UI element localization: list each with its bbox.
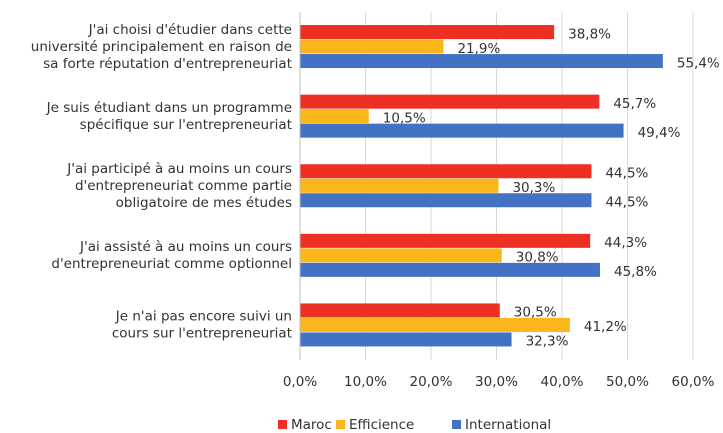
- category-label: d'entrepreneuriat comme optionnel: [51, 256, 292, 272]
- legend-swatch: [336, 420, 345, 429]
- x-tick-label: 50,0%: [606, 374, 649, 390]
- value-label: 55,4%: [677, 55, 720, 71]
- value-label: 30,3%: [512, 180, 555, 196]
- bar: [300, 164, 592, 179]
- category-label: obligatoire de mes études: [116, 195, 292, 211]
- x-tick-label: 0,0%: [283, 374, 317, 390]
- value-label: 49,4%: [638, 125, 681, 141]
- x-tick-label: 20,0%: [410, 374, 453, 390]
- bar: [300, 303, 500, 318]
- bar: [300, 54, 663, 69]
- value-label: 44,5%: [605, 166, 648, 182]
- bar: [300, 94, 600, 109]
- category-label: J'ai choisi d'étudier dans cette: [88, 22, 292, 38]
- value-label: 45,8%: [614, 264, 657, 280]
- legend-swatch: [452, 420, 461, 429]
- bar: [300, 248, 502, 263]
- value-label: 30,8%: [516, 250, 559, 266]
- value-label: 21,9%: [457, 41, 500, 57]
- bar: [300, 193, 592, 208]
- category-label: Je n'ai pas encore suivi un: [115, 309, 292, 325]
- category-label: université principalement en raison de: [31, 39, 292, 55]
- bar: [300, 317, 570, 332]
- value-label: 44,3%: [604, 235, 647, 251]
- bar: [300, 39, 444, 54]
- value-label: 32,3%: [526, 334, 569, 350]
- value-label: 45,7%: [613, 96, 656, 112]
- category-label: spécifique sur l'entrepreneuriat: [80, 117, 292, 133]
- category-label: J'ai assisté à au moins un cours: [79, 239, 292, 255]
- bar: [300, 233, 591, 248]
- bar: [300, 25, 555, 40]
- bar: [300, 123, 624, 138]
- category-label: Je suis étudiant dans un programme: [46, 100, 292, 116]
- bar: [300, 178, 499, 193]
- value-label: 38,8%: [568, 26, 611, 42]
- legend-label: Maroc: [291, 417, 332, 433]
- category-label: sa forte réputation d'entrepreneuriat: [43, 56, 292, 72]
- category-label: d'entrepreneuriat comme partie: [75, 178, 292, 194]
- legend-label: International: [465, 417, 551, 433]
- value-label: 41,2%: [584, 319, 627, 335]
- x-tick-label: 60,0%: [672, 374, 715, 390]
- value-label: 44,5%: [605, 195, 648, 211]
- x-tick-label: 10,0%: [344, 374, 387, 390]
- legend-label: Efficience: [349, 417, 414, 433]
- legend-swatch: [278, 420, 287, 429]
- value-label: 30,5%: [514, 305, 557, 321]
- value-label: 10,5%: [383, 110, 426, 126]
- bar: [300, 332, 512, 347]
- category-label: J'ai participé à au moins un cours: [66, 161, 292, 177]
- bar: [300, 109, 369, 124]
- x-tick-label: 30,0%: [475, 374, 518, 390]
- x-tick-label: 40,0%: [541, 374, 584, 390]
- bar: [300, 262, 600, 277]
- category-label: cours sur l'entrepreneuriat: [112, 326, 292, 342]
